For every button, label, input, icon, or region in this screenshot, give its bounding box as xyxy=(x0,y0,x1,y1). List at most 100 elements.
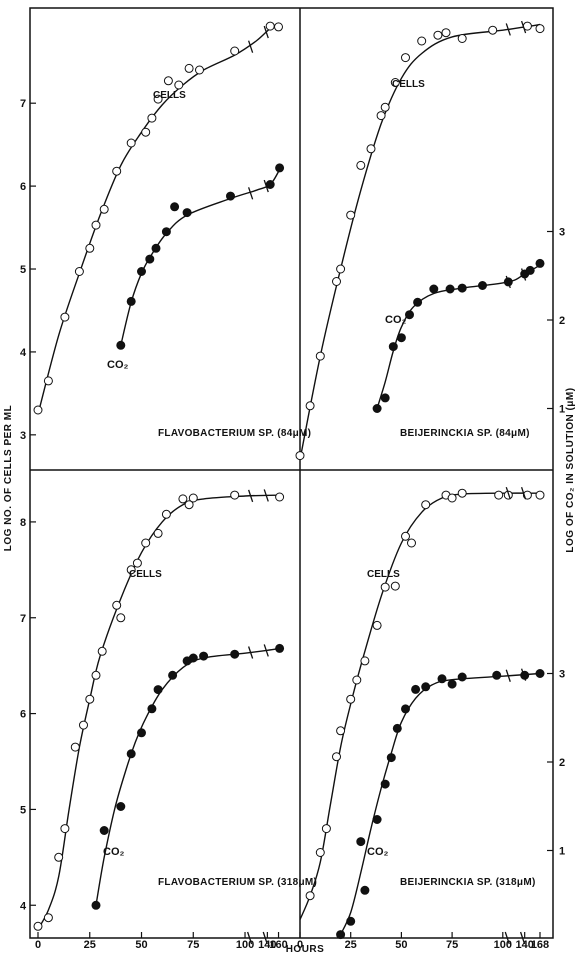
y-tick-label: 5 xyxy=(20,804,26,816)
x-tick-label: 100 xyxy=(236,939,254,951)
co2-point xyxy=(346,916,356,926)
cells-point xyxy=(390,581,400,591)
y-axis-left-label: LOG NO. OF CELLS PER ML xyxy=(3,405,14,552)
co2-point xyxy=(372,815,382,824)
co2-point xyxy=(126,749,136,759)
cells-point xyxy=(346,210,356,220)
cells-point xyxy=(457,488,467,498)
axis-break-mark xyxy=(263,644,269,657)
cells-point xyxy=(79,720,88,730)
cells-annotation: CELLS xyxy=(367,569,400,580)
axis-break-mark xyxy=(247,646,254,659)
co2-point xyxy=(492,670,502,680)
co2-annotation: CO₂ xyxy=(385,314,407,326)
cells-point xyxy=(54,852,64,862)
right-tick-label: 2 xyxy=(559,757,565,769)
cells-point xyxy=(421,500,431,510)
cells-point xyxy=(116,613,126,623)
cells-point xyxy=(447,493,457,503)
cells-point xyxy=(178,494,188,504)
co2-point xyxy=(405,310,414,320)
series-curve-co2 xyxy=(339,672,541,935)
co2-point xyxy=(525,265,535,275)
axis-break-mark xyxy=(520,20,527,34)
co2-point xyxy=(168,670,178,680)
co2-point xyxy=(421,682,431,692)
x-tick-label: 25 xyxy=(345,939,357,951)
axis-break-mark xyxy=(247,187,254,200)
axis-break-mark xyxy=(520,486,527,500)
cells-annotation: CELLS xyxy=(392,79,425,90)
co2-point xyxy=(336,930,346,940)
cells-point xyxy=(535,490,545,500)
axis-break-mark xyxy=(263,179,269,193)
cells-point xyxy=(33,405,43,415)
cells-point xyxy=(112,166,122,176)
y-tick-label: 4 xyxy=(20,347,27,359)
co2-point xyxy=(137,267,146,276)
x-tick-label: 168 xyxy=(531,939,549,951)
y-tick-label: 6 xyxy=(20,709,26,721)
cells-point xyxy=(295,451,305,461)
co2-point xyxy=(116,802,126,811)
co2-point xyxy=(137,728,146,738)
plot-frame xyxy=(29,7,554,939)
panel-title: BEIJERINCKIA SP. (318μM) xyxy=(400,877,536,888)
co2-point xyxy=(396,333,406,343)
y-tick-label: 3 xyxy=(20,430,26,442)
axis-break-mark xyxy=(520,668,527,681)
cells-point xyxy=(372,620,382,630)
panel-flavobacterium-84: 3 4 5 6 7 CELLS CO₂ FLAVOBACTERIUM SP. (84μM) xyxy=(20,21,311,442)
x-axis-label: HOURS xyxy=(286,944,325,955)
co2-point xyxy=(411,684,421,694)
right-tick-label: 3 xyxy=(559,227,565,239)
x-tick-label: 25 xyxy=(84,939,96,951)
co2-point xyxy=(372,404,382,413)
axis-break-mark xyxy=(263,489,269,502)
co2-point xyxy=(356,837,366,847)
cells-point xyxy=(441,28,451,38)
cells-point xyxy=(305,891,315,901)
x-axis-break-mark xyxy=(246,931,253,945)
cells-point xyxy=(70,742,80,752)
co2-point xyxy=(380,393,390,403)
cells-point xyxy=(433,30,443,40)
co2-point xyxy=(535,669,545,678)
cells-point xyxy=(360,656,370,666)
co2-point xyxy=(161,227,171,237)
x-tick-label: 75 xyxy=(187,939,199,951)
panel-title: FLAVOBACTERIUM SP. (84μM) xyxy=(158,428,311,439)
co2-point xyxy=(265,180,275,189)
cells-point xyxy=(141,127,151,137)
cells-point xyxy=(126,138,136,148)
cells-point xyxy=(147,113,157,123)
co2-point xyxy=(401,704,410,714)
x-tick-label: 140 xyxy=(516,939,534,951)
co2-point xyxy=(447,679,457,689)
panel-beijerinckia-84: 1 2 3 CELLS CO₂ BEIJERINCKIA SP. (84μM) xyxy=(295,20,565,461)
cells-point xyxy=(274,22,283,32)
x-tick-label: 100 xyxy=(494,939,512,951)
x-axis-break-mark xyxy=(504,931,510,945)
cells-point xyxy=(230,46,240,56)
cells-point xyxy=(417,36,427,46)
co2-point xyxy=(275,163,285,173)
cells-annotation: CELLS xyxy=(153,90,186,101)
axis-break-mark xyxy=(520,268,527,281)
cells-point xyxy=(305,401,315,411)
cells-point xyxy=(141,538,151,548)
cells-point xyxy=(376,111,386,121)
cells-point xyxy=(356,160,366,170)
cells-point xyxy=(401,53,410,63)
cells-point xyxy=(494,490,504,500)
cells-point xyxy=(43,376,53,386)
cells-point xyxy=(336,726,346,736)
cells-point xyxy=(321,824,331,834)
co2-point xyxy=(429,284,439,294)
cells-point xyxy=(401,531,410,541)
series-curve-cells xyxy=(37,23,279,415)
cells-annotation: CELLS xyxy=(129,569,162,580)
x-tick-label: 160 xyxy=(269,939,287,951)
y-tick-label: 7 xyxy=(20,613,26,625)
